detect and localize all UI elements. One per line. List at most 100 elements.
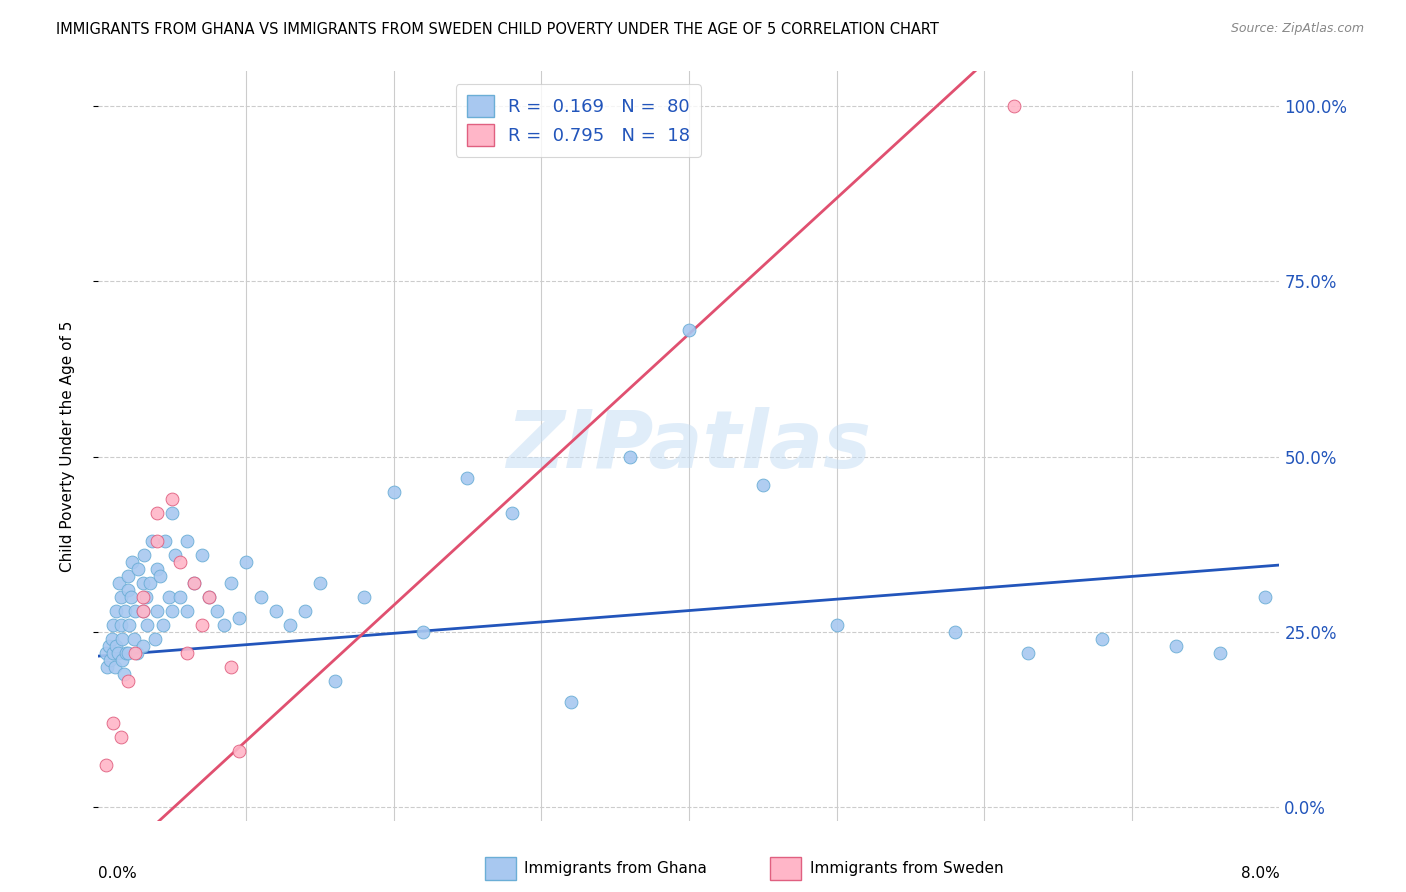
Point (134, 548, 156, 562)
Point (280, 617, 302, 632)
Text: Immigrants from Sweden: Immigrants from Sweden (810, 862, 1004, 876)
FancyBboxPatch shape (485, 857, 516, 880)
Point (94, 757, 117, 772)
Point (96, 659, 118, 673)
Point (169, 555, 191, 569)
Point (176, 533, 198, 548)
Point (117, 673, 139, 688)
Point (162, 491, 183, 506)
Point (162, 603, 183, 617)
Point (162, 506, 183, 520)
Point (191, 617, 214, 632)
Point (176, 603, 198, 617)
Point (198, 590, 221, 604)
Point (143, 632, 166, 646)
Point (228, 743, 250, 757)
Point (149, 568, 172, 582)
Point (176, 646, 198, 660)
Text: 0.0%: 0.0% (98, 865, 138, 880)
Point (191, 548, 214, 562)
Point (107, 646, 129, 660)
Point (136, 617, 159, 632)
Y-axis label: Child Poverty Under the Age of 5: Child Poverty Under the Age of 5 (60, 320, 75, 572)
Point (112, 666, 135, 681)
Point (221, 575, 243, 590)
Point (103, 715, 125, 730)
Point (103, 617, 125, 632)
Point (132, 575, 155, 590)
Point (1018, 646, 1040, 660)
Point (132, 603, 155, 617)
Point (121, 555, 143, 569)
Point (323, 673, 346, 688)
Point (457, 470, 479, 484)
Point (153, 533, 176, 548)
Text: IMMIGRANTS FROM GHANA VS IMMIGRANTS FROM SWEDEN CHILD POVERTY UNDER THE AGE OF 5: IMMIGRANTS FROM GHANA VS IMMIGRANTS FROM… (56, 22, 939, 37)
Point (165, 548, 187, 562)
Point (221, 659, 243, 673)
Point (135, 590, 157, 604)
Point (198, 590, 221, 604)
Point (1166, 639, 1188, 653)
Point (825, 617, 848, 632)
Point (560, 695, 582, 709)
Point (117, 582, 139, 597)
Text: 8.0%: 8.0% (1240, 865, 1279, 880)
Point (294, 603, 316, 617)
Point (100, 632, 122, 646)
Point (1254, 590, 1277, 604)
Point (105, 639, 128, 653)
Point (94, 646, 117, 660)
Point (205, 603, 228, 617)
Point (105, 603, 128, 617)
Point (98, 652, 121, 666)
Point (235, 555, 257, 569)
Point (97, 639, 120, 653)
Point (228, 610, 250, 624)
Point (132, 590, 155, 604)
Point (1091, 632, 1114, 646)
Legend: R =  0.169   N =  80, R =  0.795   N =  18: R = 0.169 N = 80, R = 0.795 N = 18 (456, 84, 702, 157)
Point (183, 575, 205, 590)
Point (152, 617, 174, 632)
Point (146, 561, 169, 575)
Point (250, 590, 273, 604)
Point (943, 624, 966, 639)
Point (212, 617, 235, 632)
Point (111, 652, 134, 666)
Point (619, 450, 641, 464)
Point (264, 603, 287, 617)
Point (118, 617, 141, 632)
Point (139, 575, 162, 590)
Point (104, 659, 127, 673)
Point (412, 624, 434, 639)
Point (157, 590, 180, 604)
Point (146, 506, 169, 520)
Point (501, 506, 523, 520)
Point (111, 632, 134, 646)
Point (169, 590, 191, 604)
Point (110, 730, 132, 744)
FancyBboxPatch shape (770, 857, 801, 880)
Point (309, 575, 332, 590)
Point (103, 646, 125, 660)
Text: Immigrants from Ghana: Immigrants from Ghana (524, 862, 707, 876)
Point (108, 575, 131, 590)
Point (124, 603, 146, 617)
Point (1002, 99, 1025, 113)
Point (110, 617, 132, 632)
Text: ZIPatlas: ZIPatlas (506, 407, 872, 485)
Point (146, 603, 169, 617)
Point (183, 575, 205, 590)
Point (115, 646, 138, 660)
Point (146, 533, 169, 548)
Point (127, 561, 149, 575)
Point (141, 533, 163, 548)
Point (125, 646, 148, 660)
Text: Source: ZipAtlas.com: Source: ZipAtlas.com (1230, 22, 1364, 36)
Point (110, 590, 132, 604)
Point (122, 632, 145, 646)
Point (353, 590, 375, 604)
Point (132, 603, 155, 617)
Point (114, 603, 136, 617)
